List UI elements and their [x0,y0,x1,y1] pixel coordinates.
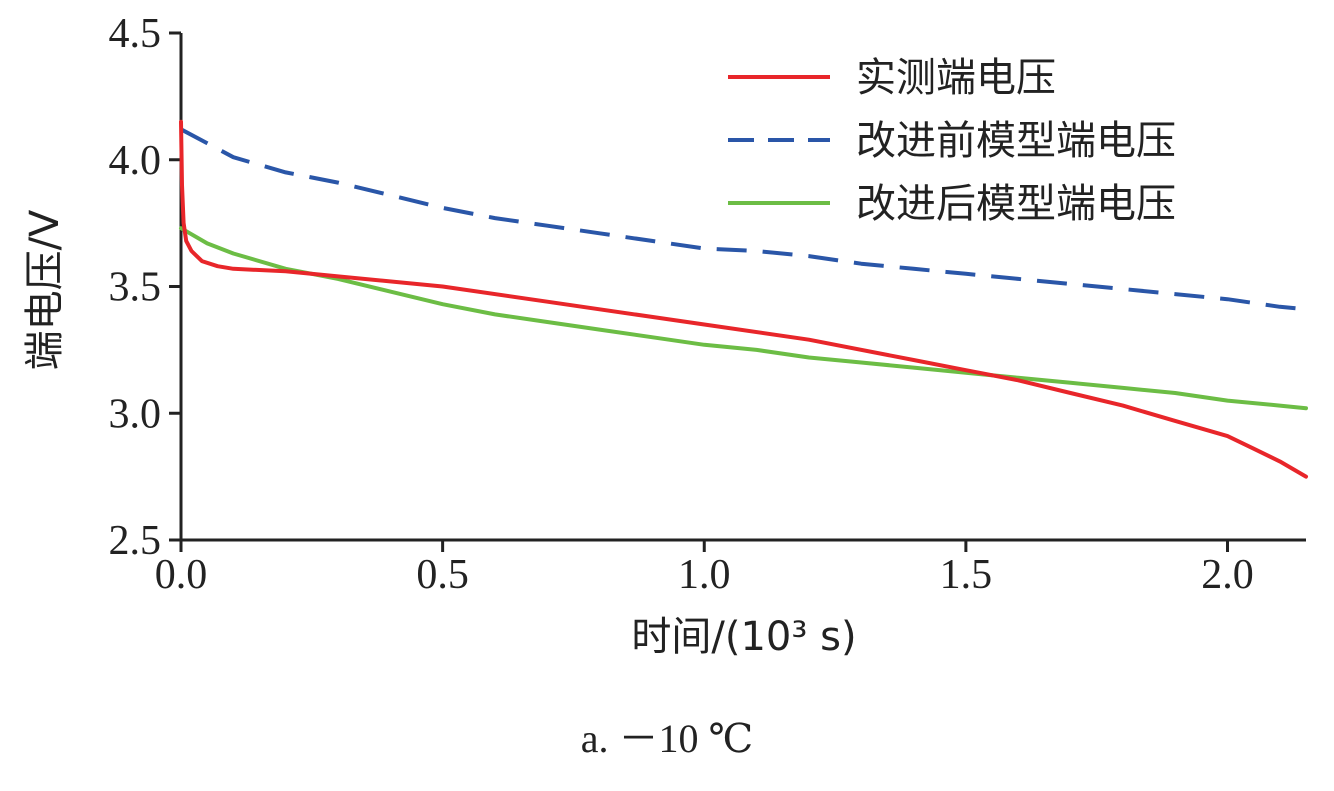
figure-caption: a. －10 ℃ [581,716,754,761]
series-line-1 [179,119,1308,479]
legend-label-3: 改进后模型端电压 [856,181,1176,227]
legend-label-2: 改进前模型端电压 [856,118,1176,164]
y-tick-label: 4.0 [109,138,162,184]
series-line-3 [179,226,1308,411]
x-tick-label: 2.0 [1201,552,1254,598]
y-tick-label: 2.5 [109,518,162,564]
series-layer [179,119,1308,479]
y-axis-title: 端电压/V [22,209,68,370]
series-line-2 [180,127,1307,312]
y-tick-label: 3.0 [109,391,162,437]
legend-label-1: 实测端电压 [856,55,1056,101]
x-tick-label: 1.0 [678,552,731,598]
x-tick-label: 0.0 [155,552,208,598]
x-tick-label: 0.5 [416,552,469,598]
x-tick-label: 1.5 [940,552,993,598]
x-axis-ticks: 0.0 0.5 1.0 1.5 2.0 [155,540,1254,598]
y-tick-label: 3.5 [109,265,162,311]
axes [179,33,1306,542]
y-tick-label: 4.5 [109,11,162,57]
y-axis-ticks: 2.5 3.0 3.5 4.0 4.5 [109,11,181,564]
x-axis-title: 时间/(10³ s) [631,614,856,660]
